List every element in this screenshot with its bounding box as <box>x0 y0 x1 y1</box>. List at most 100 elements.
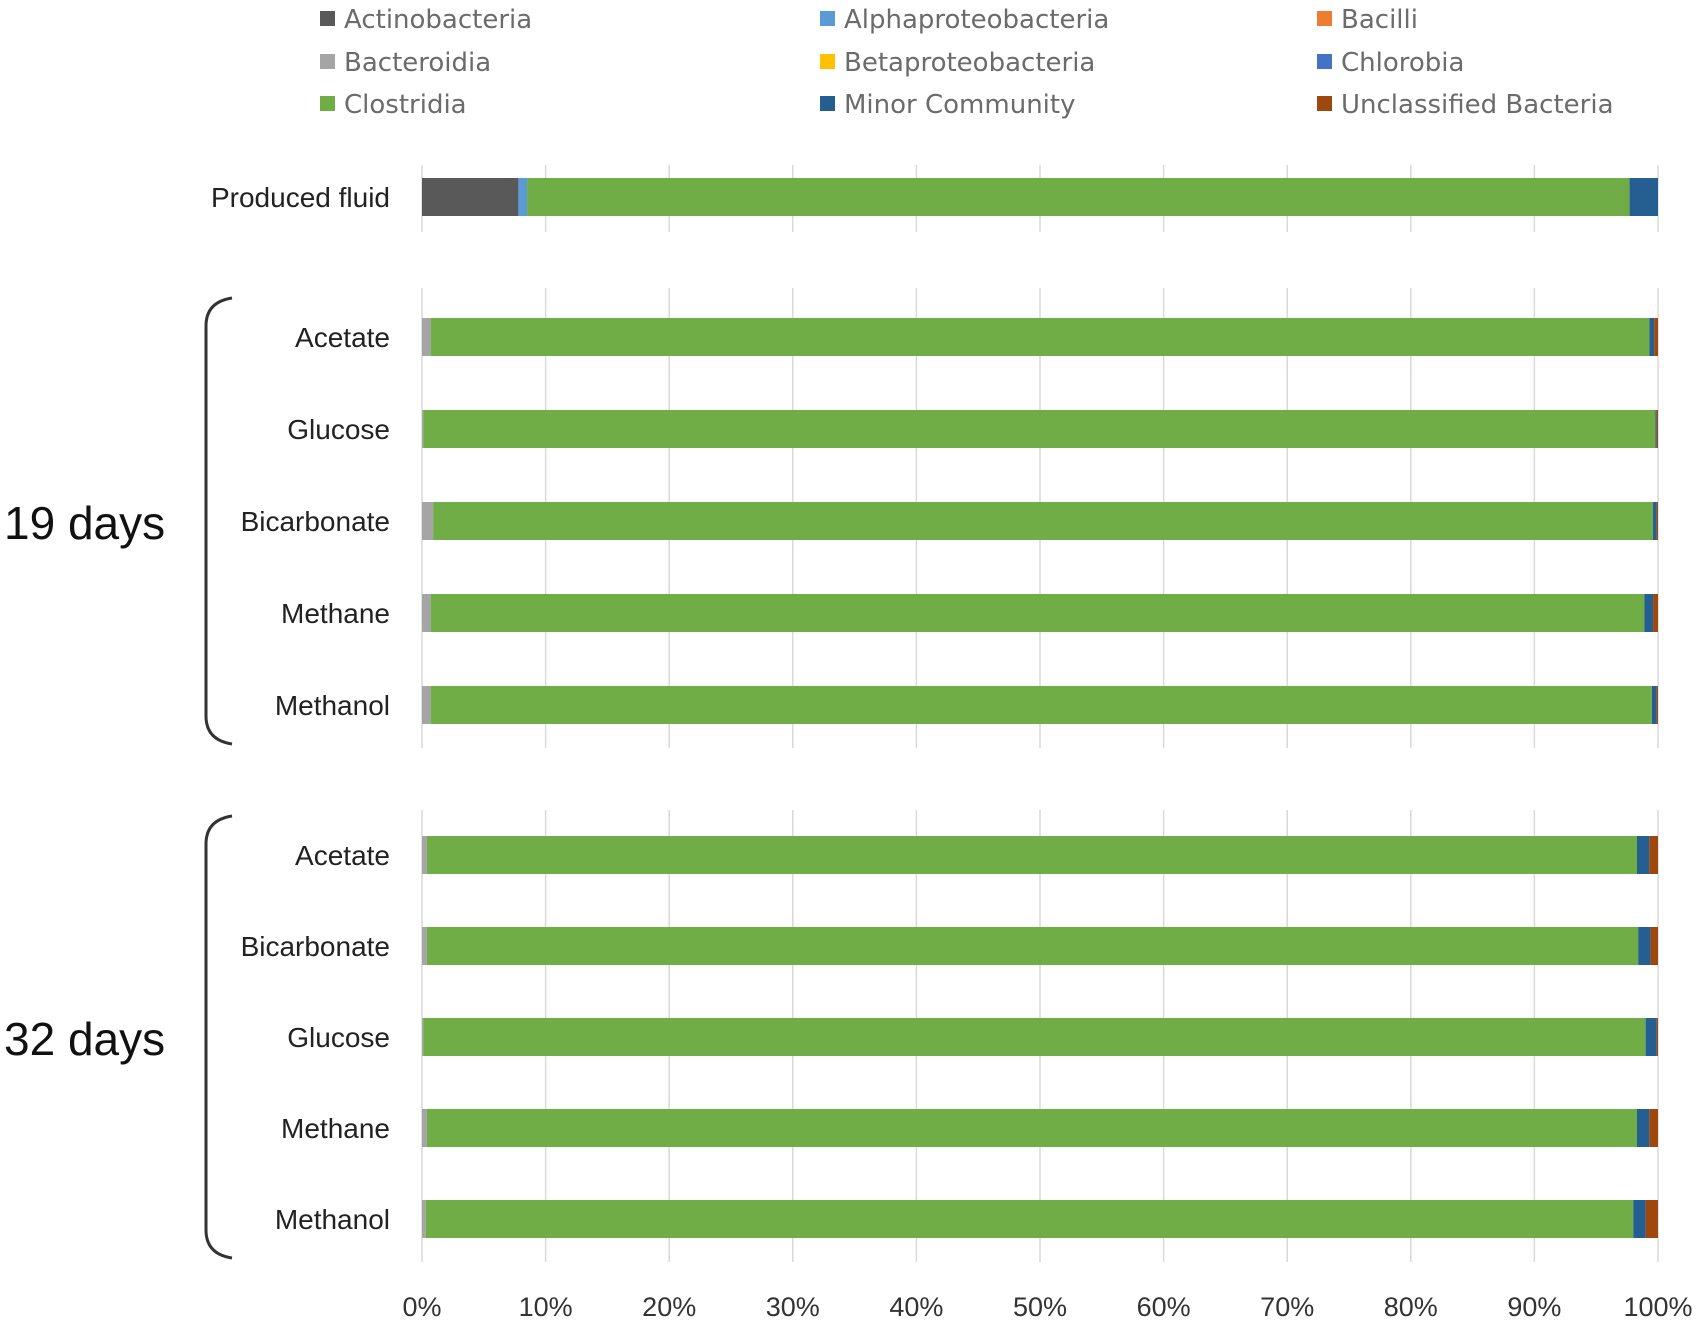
bar-32-days-glucose <box>422 1018 1658 1056</box>
legend-swatch <box>320 96 335 111</box>
bar-32-days-bicarbonate <box>422 927 1658 965</box>
legend-item-bacteroidia: Bacteroidia <box>320 48 491 78</box>
category-label: Methanol <box>275 690 390 721</box>
bar-segment-bacteroidia <box>422 410 424 448</box>
x-tick-label: 30% <box>766 1292 820 1322</box>
bar-segment-clostridia <box>527 178 1630 216</box>
legend-item-betaproteobacteria: Betaproteobacteria <box>820 48 1095 78</box>
bar-19-days-methanol <box>422 686 1658 724</box>
bar-segment-unclassified-bacteria <box>1653 594 1658 632</box>
category-label: Methane <box>281 1113 390 1144</box>
x-tick-label: 60% <box>1137 1292 1191 1322</box>
bar-segment-unclassified-bacteria <box>1649 836 1658 874</box>
x-tick-label: 20% <box>642 1292 696 1322</box>
legend-swatch <box>1317 54 1332 69</box>
bar-segment-alphaproteobacteria <box>518 178 528 216</box>
bar-segment-minor-community <box>1644 594 1654 632</box>
bar-segment-minor-community <box>1636 1109 1650 1147</box>
bar-segment-unclassified-bacteria <box>1649 1109 1658 1147</box>
category-label: Glucose <box>287 414 390 445</box>
legend-swatch <box>320 54 335 69</box>
group-bracket <box>204 814 233 1260</box>
bar-baseline-produced-fluid <box>422 178 1658 216</box>
legend-label: Chlorobia <box>1341 48 1464 78</box>
x-tick-label: 90% <box>1507 1292 1561 1322</box>
bar-segment-unclassified-bacteria <box>1650 927 1658 965</box>
bar-19-days-methane <box>422 594 1658 632</box>
legend-label: Betaproteobacteria <box>844 48 1095 78</box>
bar-19-days-acetate <box>422 318 1658 356</box>
category-label: Acetate <box>295 322 390 353</box>
x-tick-label: 70% <box>1260 1292 1314 1322</box>
x-axis-ticks: 0% 10% 20% 30% 40% 50% 60% 70% 80% 90% 100% <box>402 1292 1692 1322</box>
bar-segment-clostridia <box>430 594 1645 632</box>
x-tick-label: 0% <box>402 1292 441 1322</box>
legend-swatch <box>1317 11 1332 26</box>
bar-segment-minor-community <box>1633 1200 1646 1238</box>
bar-segment-bacteroidia <box>422 318 431 356</box>
category-label: Acetate <box>295 840 390 871</box>
group-label: 32 days <box>4 1013 165 1065</box>
bar-segment-unclassified-bacteria <box>1656 1018 1658 1056</box>
bar-segment-minor-community <box>1651 686 1657 724</box>
bar-segment-bacteroidia <box>422 594 431 632</box>
x-tick-label: 50% <box>1013 1292 1067 1322</box>
legend-label: Clostridia <box>344 90 467 120</box>
bar-segment-minor-community <box>1645 1018 1657 1056</box>
x-tick-label: 10% <box>519 1292 573 1322</box>
category-label: Bicarbonate <box>241 506 390 537</box>
bar-19-days-bicarbonate <box>422 502 1658 540</box>
bar-segment-clostridia <box>425 1200 1634 1238</box>
bar-segment-unclassified-bacteria <box>1656 502 1658 540</box>
bar-segment-bacteroidia <box>422 927 427 965</box>
bar-32-days-methane <box>422 1109 1658 1147</box>
legend-label: Unclassified Bacteria <box>1341 90 1614 120</box>
bar-segment-clostridia <box>423 410 1656 448</box>
group-labels: 19 days 32 days <box>4 296 233 1260</box>
legend-item-minor-community: Minor Community <box>820 90 1075 120</box>
category-label: Bicarbonate <box>241 931 390 962</box>
legend-swatch <box>320 11 335 26</box>
bar-segment-minor-community <box>1653 502 1657 540</box>
legend-swatch <box>820 54 835 69</box>
x-tick-label: 80% <box>1384 1292 1438 1322</box>
bar-segment-unclassified-bacteria <box>1654 318 1658 356</box>
category-label: Methane <box>281 598 390 629</box>
x-tick-label: 40% <box>889 1292 943 1322</box>
legend-item-alphaproteobacteria: Alphaproteobacteria <box>820 5 1109 35</box>
bar-segment-bacteroidia <box>422 1109 427 1147</box>
bar-segment-bacteroidia <box>422 502 434 540</box>
legend-item-chlorobia: Chlorobia <box>1317 48 1464 78</box>
bar-19-days-glucose <box>422 410 1658 448</box>
legend-item-unclassified-bacteria: Unclassified Bacteria <box>1317 90 1614 120</box>
bar-segment-clostridia <box>426 927 1639 965</box>
legend-label: Actinobacteria <box>344 5 532 35</box>
x-tick-label: 100% <box>1623 1292 1692 1322</box>
bar-segment-minor-community <box>1629 178 1658 216</box>
legend-swatch <box>1317 96 1332 111</box>
bar-segment-actinobacteria <box>422 178 519 216</box>
bars <box>422 178 1658 1238</box>
bar-segment-clostridia <box>423 1018 1646 1056</box>
legend-label: Bacilli <box>1341 5 1418 35</box>
bar-segment-unclassified-bacteria <box>1656 686 1658 724</box>
group-label: 19 days <box>4 497 165 549</box>
bar-segment-clostridia <box>430 686 1652 724</box>
legend-label: Bacteroidia <box>344 48 491 78</box>
bar-segment-unclassified-bacteria <box>1645 1200 1658 1238</box>
bar-32-days-acetate <box>422 836 1658 874</box>
bar-segment-clostridia <box>426 836 1637 874</box>
bar-segment-bacteroidia <box>422 1200 426 1238</box>
legend-swatch <box>820 11 835 26</box>
bar-segment-minor-community <box>1649 318 1655 356</box>
bar-segment-minor-community <box>1655 410 1657 448</box>
bar-32-days-methanol <box>422 1200 1658 1238</box>
bar-segment-bacteroidia <box>422 836 427 874</box>
group-bracket <box>204 296 233 746</box>
legend-item-bacilli: Bacilli <box>1317 5 1418 35</box>
legend-label: Minor Community <box>844 90 1075 120</box>
category-label: Methanol <box>275 1204 390 1235</box>
legend: Actinobacteria Alphaproteobacteria Bacilli… <box>320 5 1614 120</box>
legend-label: Alphaproteobacteria <box>844 5 1109 35</box>
